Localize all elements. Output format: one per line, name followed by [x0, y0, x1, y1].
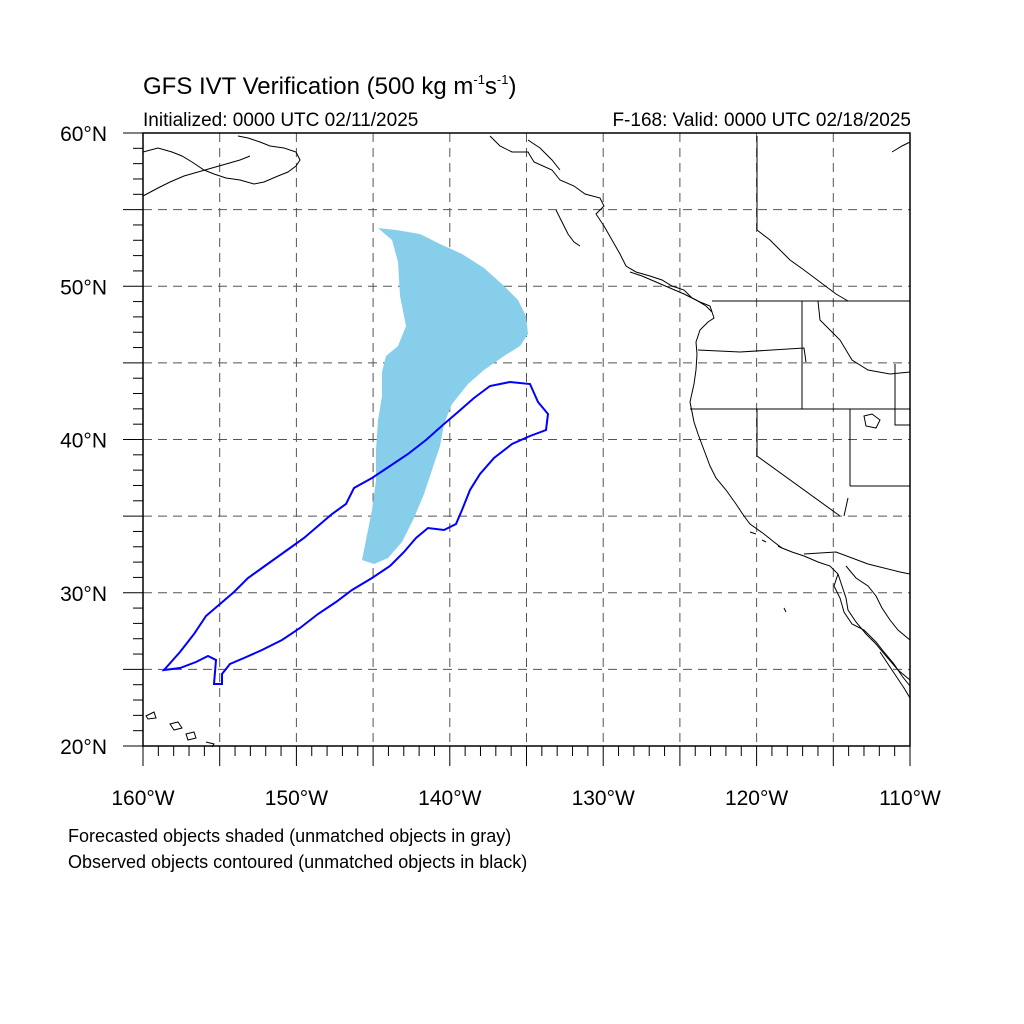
lon-tick-label: 130°W [572, 787, 635, 810]
coastline-gulf-of-california [845, 565, 911, 641]
coastline-alaska-west [142, 135, 301, 185]
boundary-utah-east [894, 364, 910, 426]
lat-tick-label: 60°N [60, 123, 107, 146]
coastline-hudson-bay [891, 141, 911, 153]
caption-observed: Observed objects contoured (unmatched ob… [68, 852, 528, 872]
coastline-hawaii-3 [185, 731, 197, 741]
coastline-haida-gwaii [555, 209, 581, 247]
lon-tick-label: 110°W [879, 787, 941, 810]
coastline-channel-islands [749, 531, 783, 549]
observed-ivt-contour [161, 380, 550, 685]
minor-ticks [123, 132, 911, 766]
lat-tick-label: 30°N [60, 583, 107, 606]
political-boundaries [527, 136, 911, 575]
lon-tick-label: 150°W [265, 787, 328, 810]
initialized-label: Initialized: 0000 UTC 02/11/2025 [143, 110, 419, 131]
lon-tick-labels: 160°W 150°W 140°W 130°W 120°W 110°W [111, 787, 941, 810]
coastline-vancouver-island [629, 271, 713, 313]
chart-title: GFS IVT Verification (500 kg m-1s-1) [143, 72, 517, 100]
lon-tick-label: 160°W [111, 787, 174, 810]
great-salt-lake [863, 413, 881, 429]
plot-frame [142, 132, 911, 747]
caption-forecast: Forecasted objects shaded (unmatched obj… [68, 826, 512, 846]
boundary-washington-oregon [697, 347, 807, 363]
coastline-mexico-mainland [879, 651, 911, 699]
lat-tick-labels: 20°N 30°N 40°N 50°N 60°N [60, 123, 107, 759]
boundary-bc-alberta [756, 136, 849, 302]
lon-tick-label: 140°W [418, 787, 481, 810]
boundary-us-mexico [803, 551, 911, 575]
boundary-alaska-canada [527, 139, 561, 171]
forecast-ivt-object [362, 228, 528, 564]
coastlines [142, 135, 911, 748]
lat-tick-label: 50°N [60, 276, 107, 299]
boundary-california-nevada [756, 409, 841, 517]
boundary-arizona-west [843, 497, 849, 517]
coastline-hawaii-1 [145, 711, 157, 720]
coastline-west-coast [489, 135, 911, 681]
coastline-guadalupe-island [783, 607, 787, 613]
grid-lines [143, 133, 910, 746]
valid-time-label: F-168: Valid: 0000 UTC 02/18/2025 [612, 110, 911, 131]
coastline-baja [833, 573, 911, 687]
lon-tick-label: 120°W [725, 787, 788, 810]
lat-tick-label: 20°N [60, 736, 107, 759]
boundary-idaho-montana [817, 300, 911, 375]
lat-tick-label: 40°N [60, 430, 107, 453]
coastline-alaska-peninsula [142, 155, 251, 197]
coastline-hawaii-2 [169, 721, 183, 731]
